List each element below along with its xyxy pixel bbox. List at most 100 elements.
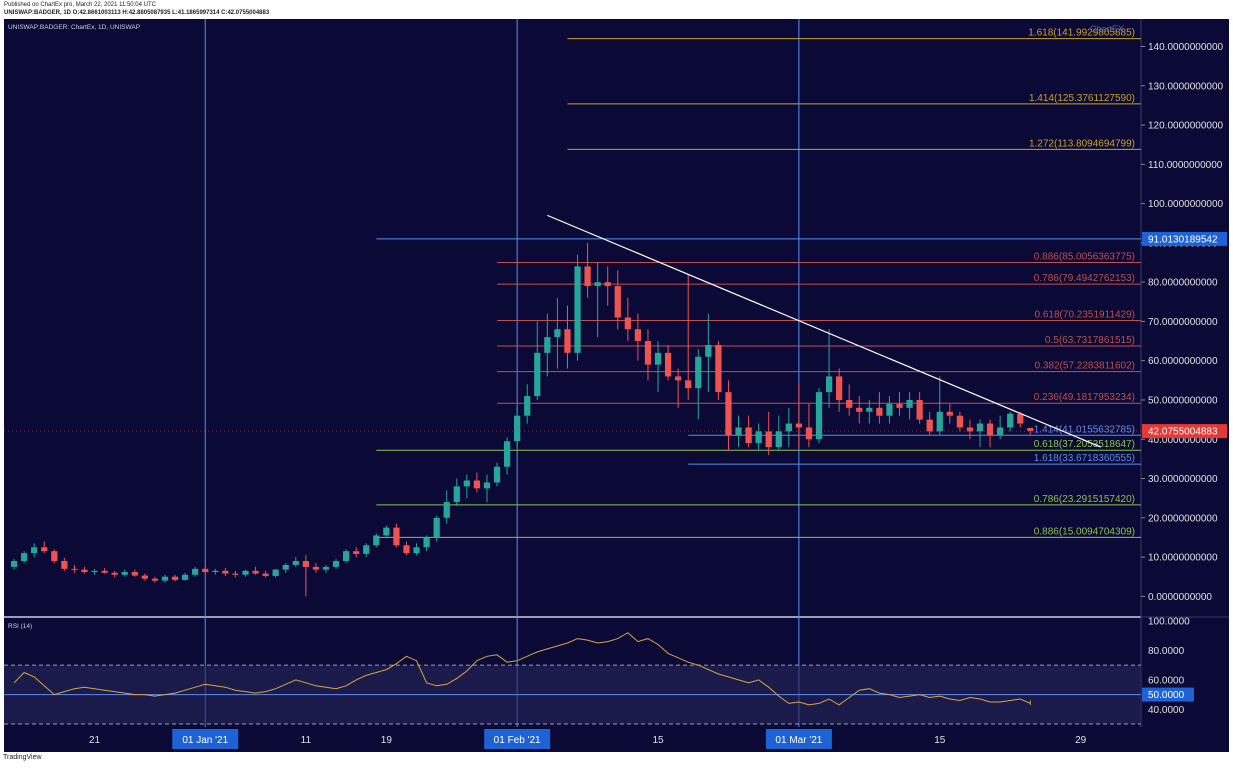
symbol-legend: UNISWAP:BADGER: ChartEx, 1D, UNISWAP: [8, 24, 140, 31]
rsi-tick-label: 80.0000: [1148, 646, 1185, 657]
bearish-candle: [312, 566, 320, 570]
tradingview-logo: TradingView: [3, 754, 42, 761]
bullish-candle: [654, 352, 662, 365]
rsi-midline-badge-text: 50.0000: [1148, 690, 1185, 701]
rsi-midline-badge: [1142, 687, 1194, 702]
fib-level-label: 1.414(125.3761127590): [1029, 93, 1135, 104]
bullish-candle: [443, 502, 450, 518]
rsi-legend: RSI (14): [8, 623, 32, 630]
bearish-candle: [41, 547, 48, 552]
bearish-candle: [81, 569, 88, 573]
published-info: Published on ChartEx pro, March 22, 2021…: [4, 2, 156, 8]
bearish-candle: [644, 341, 652, 365]
fib-level-label: 0.618(70.2351911429): [1035, 310, 1135, 321]
fib-level-label: 0.786(23.2915157420): [1034, 494, 1135, 505]
bearish-candle: [141, 575, 148, 579]
fib-level-label: 0.886(85.0056363775): [1034, 251, 1135, 262]
bearish-candle: [856, 407, 863, 412]
bearish-candle: [634, 329, 642, 342]
bullish-candle: [815, 392, 823, 440]
price-tick-label: 110.0000000000: [1148, 160, 1223, 171]
resistance-level-badge-text: 91.0130189542: [1148, 234, 1218, 245]
bullish-candle: [775, 431, 782, 448]
price-tick-label: 50.0000000000: [1148, 395, 1218, 406]
bearish-candle: [403, 545, 410, 554]
time-axis-highlight: [172, 729, 239, 749]
bearish-candle: [171, 576, 179, 580]
bullish-candle: [272, 569, 279, 576]
bullish-candle: [544, 337, 551, 353]
bearish-candle: [715, 344, 722, 393]
bearish-candle: [805, 427, 813, 440]
fib-level-label: 0.5(63.7317861515): [1045, 335, 1135, 346]
bullish-candle: [242, 570, 249, 575]
bullish-candle: [91, 570, 98, 573]
time-tick-label: 11: [301, 735, 312, 746]
fib-level-label: 0.886(15.0094704309): [1034, 526, 1135, 537]
rsi-tick-label: 100.0000: [1148, 616, 1190, 627]
bullish-candle: [383, 527, 390, 536]
bullish-candle: [534, 352, 541, 397]
time-axis-highlight: [765, 729, 832, 749]
bullish-candle: [463, 480, 470, 487]
bearish-candle: [473, 480, 481, 489]
bearish-candle: [51, 551, 58, 562]
bullish-candle: [554, 329, 561, 338]
bullish-candle: [594, 282, 601, 287]
bullish-candle: [785, 423, 792, 432]
bullish-candle: [433, 517, 440, 538]
bullish-candle: [936, 411, 943, 432]
bullish-candle: [483, 482, 491, 489]
bullish-candle: [1007, 413, 1014, 428]
fib-level-label: 1.618(141.9929805885): [1028, 28, 1135, 39]
bullish-candle: [322, 566, 330, 570]
bearish-candle: [131, 572, 138, 576]
descending-trendline: [547, 214, 1101, 448]
time-tick-label: 19: [381, 735, 393, 746]
price-tick-label: 130.0000000000: [1148, 81, 1224, 92]
time-tick-label: 15: [934, 735, 946, 746]
current-price-badge: [1142, 424, 1227, 439]
bearish-candle: [685, 380, 692, 389]
bearish-candle: [1017, 413, 1024, 424]
bearish-candle: [101, 570, 108, 573]
bullish-candle: [524, 396, 531, 416]
resistance-level-badge: [1142, 231, 1227, 246]
bearish-candle: [896, 403, 903, 408]
bullish-candle: [10, 561, 18, 567]
bearish-candle: [966, 427, 974, 432]
bullish-candle: [906, 399, 913, 408]
bearish-candle: [564, 329, 571, 353]
price-tick-label: 120.0000000000: [1148, 121, 1224, 132]
price-tick-label: 100.0000000000: [1148, 199, 1224, 210]
bearish-candle: [725, 392, 732, 436]
price-axis: [1141, 19, 1229, 727]
bearish-candle: [1027, 427, 1034, 432]
bullish-candle: [514, 415, 521, 442]
price-tick-label: 20.0000000000: [1148, 513, 1218, 524]
bearish-candle: [986, 423, 994, 436]
bullish-candle: [866, 407, 873, 412]
bearish-candle: [956, 415, 964, 428]
price-tick-label: 80.0000000000: [1148, 278, 1218, 289]
bearish-candle: [262, 573, 269, 576]
bearish-candle: [353, 551, 360, 554]
fib-level-label: 1.272(113.8094694799): [1029, 138, 1135, 149]
rsi-line: [13, 632, 1031, 706]
ohlc-info: UNISWAP:BADGER, 1D O:42.8661003113 H:42.…: [4, 10, 270, 16]
bearish-candle: [664, 352, 672, 377]
price-tick-label: 0.0000000000: [1148, 592, 1212, 603]
bearish-candle: [604, 282, 611, 287]
bullish-candle: [332, 561, 340, 567]
time-tick-label: 29: [1075, 735, 1087, 746]
fib-level-label: 0.236(49.1817953234): [1034, 392, 1135, 403]
price-pane: [4, 19, 1141, 616]
bearish-candle: [232, 573, 239, 575]
chartex-watermark: ChartEX: [1090, 24, 1125, 34]
bullish-candle: [282, 564, 289, 570]
fib-level-label: 1.618(33.6718360555): [1034, 453, 1135, 464]
bearish-candle: [745, 427, 752, 444]
bearish-candle: [765, 431, 772, 448]
fib-level-label: 0.382(57.2283811602): [1035, 361, 1135, 372]
